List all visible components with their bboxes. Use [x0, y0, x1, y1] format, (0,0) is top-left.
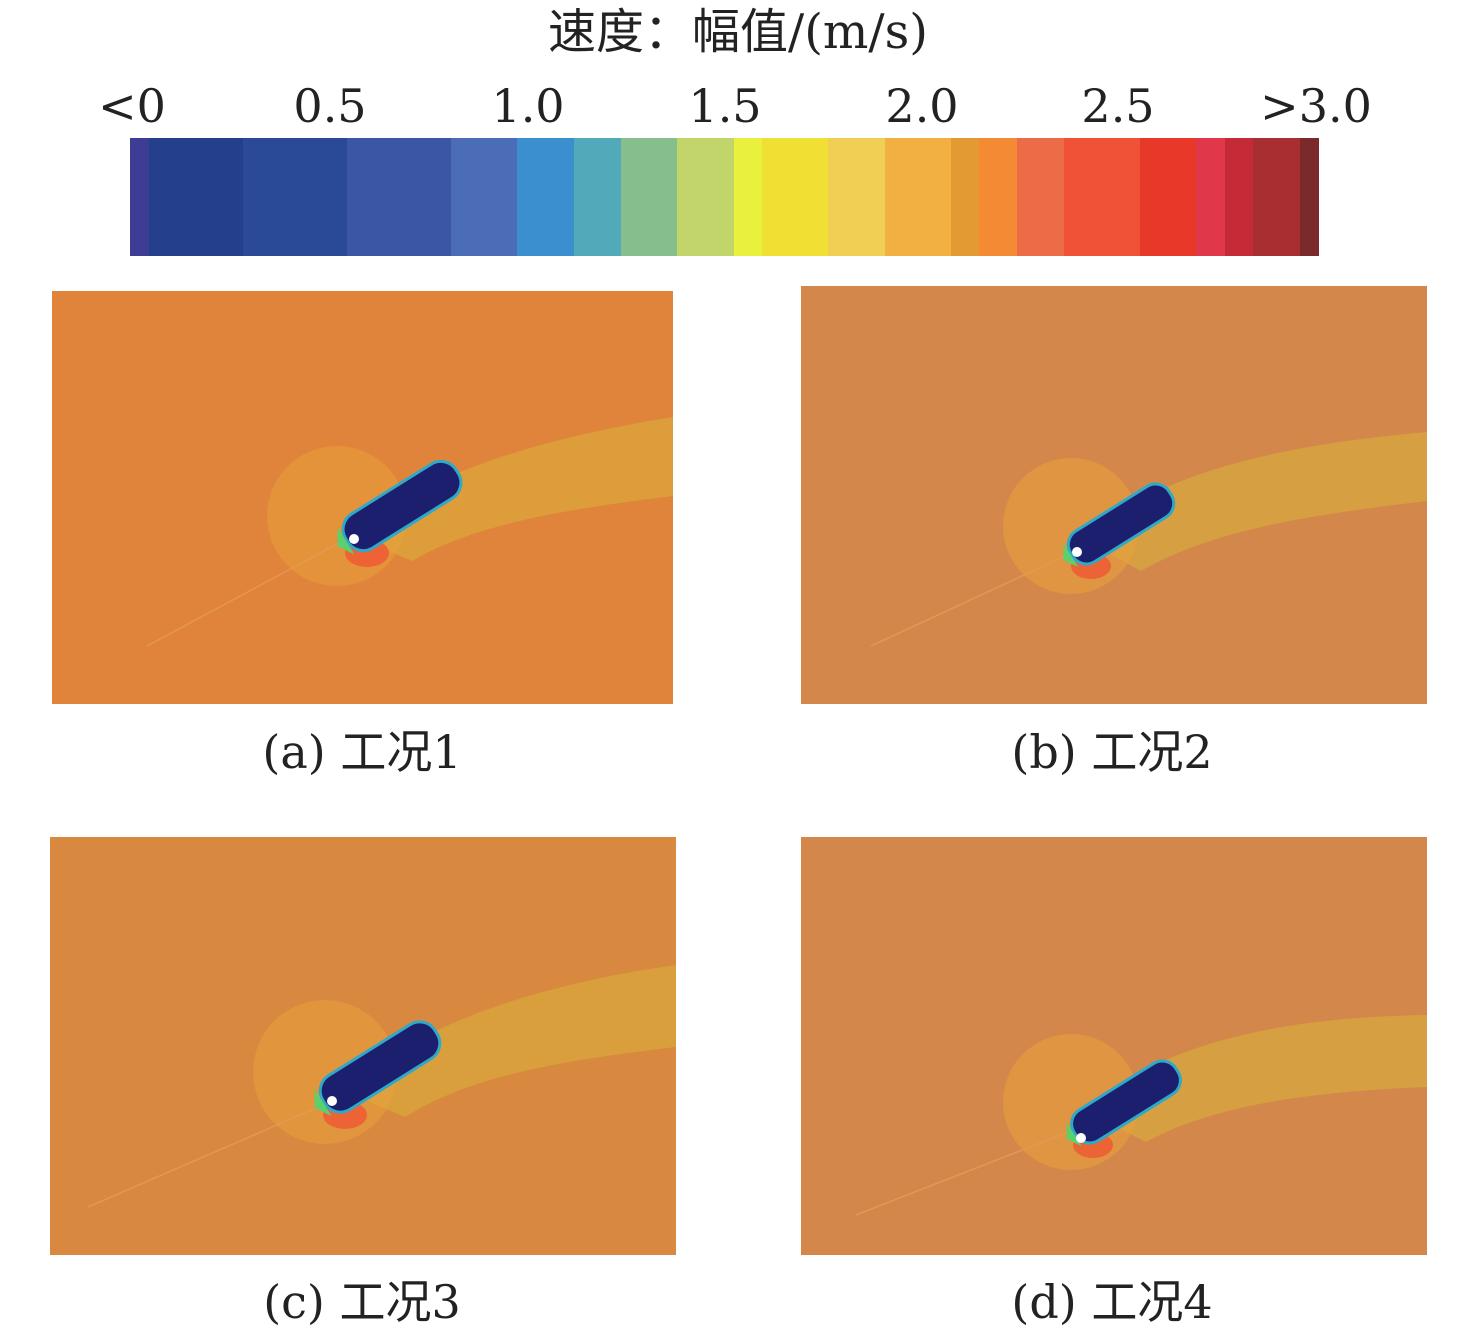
colorbar-segment: [516, 138, 574, 256]
colorbar-segment: [1017, 138, 1065, 256]
velocity-field-b: [801, 286, 1427, 704]
colorbar-segment: [677, 138, 734, 256]
colorbar-tick: 2.0: [885, 79, 959, 133]
colorbar-segment: [1196, 138, 1225, 256]
velocity-field-a: [52, 291, 673, 704]
colorbar-segment: [243, 138, 348, 256]
colorbar-segment: [1064, 138, 1140, 256]
colorbar-segment: [733, 138, 763, 256]
colorbar-segment: [979, 138, 1018, 256]
colorbar-segment: [450, 138, 517, 256]
colorbar-tick: 1.5: [688, 79, 762, 133]
colorbar-title: 速度：幅值/(m/s): [548, 4, 928, 60]
colorbar-segment: [148, 138, 244, 256]
colorbar-tick: 0.5: [293, 79, 367, 133]
colorbar-segment: [951, 138, 980, 256]
colorbar-tick: 1.0: [491, 79, 565, 133]
colorbar-tick: >3.0: [1260, 79, 1372, 133]
panel-c: [50, 837, 676, 1255]
colorbar-tick: <0: [98, 79, 166, 133]
colorbar-segment: [347, 138, 451, 256]
colorbar-segment: [1224, 138, 1253, 256]
colorbar-segment: [130, 138, 149, 256]
panel-a: [52, 291, 673, 704]
colorbar-segment: [620, 138, 678, 256]
velocity-field-d: [801, 837, 1427, 1255]
colorbar: [130, 138, 1320, 256]
colorbar-segment: [762, 138, 829, 256]
panel-a-caption: (a) 工况1: [262, 725, 462, 779]
panel-b: [801, 286, 1427, 704]
panel-c-caption: (c) 工况3: [263, 1275, 461, 1329]
colorbar-segment: [1139, 138, 1197, 256]
colorbar-segment: [573, 138, 621, 256]
panel-d-caption: (d) 工况4: [1011, 1275, 1213, 1329]
panel-d: [801, 837, 1427, 1255]
colorbar-segment: [1252, 138, 1301, 256]
colorbar-segment: [828, 138, 885, 256]
panel-b-caption: (b) 工况2: [1011, 725, 1213, 779]
colorbar-segment: [1300, 138, 1320, 256]
velocity-field-c: [50, 837, 676, 1255]
colorbar-segment: [884, 138, 952, 256]
colorbar-tick: 2.5: [1081, 79, 1155, 133]
